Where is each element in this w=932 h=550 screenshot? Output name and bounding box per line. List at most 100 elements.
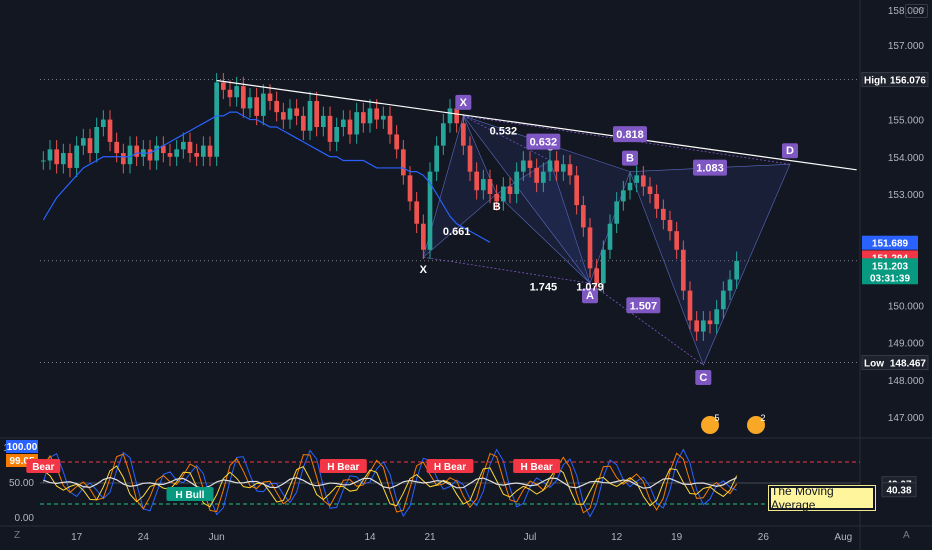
candle-body xyxy=(727,279,733,291)
candle-body xyxy=(354,112,359,135)
pattern-point-label: A xyxy=(586,290,594,302)
candle-body xyxy=(94,127,99,154)
candle-body xyxy=(327,115,333,142)
pattern-point-tag xyxy=(582,288,598,304)
candle-body xyxy=(221,82,226,90)
candle-body xyxy=(387,115,393,135)
ma-price-badge: 151.689 xyxy=(872,239,909,250)
ratio-label: 1.507 xyxy=(630,300,658,312)
candle-body xyxy=(621,190,626,202)
osc-divergence-tag xyxy=(426,459,474,473)
candle-body xyxy=(207,145,213,157)
candle-body xyxy=(74,145,79,168)
candle-body xyxy=(701,320,706,332)
candle-body xyxy=(427,171,433,250)
pattern-point-tag xyxy=(455,94,472,110)
pattern-point-label: X xyxy=(420,264,428,276)
candle-body xyxy=(87,138,93,154)
candle-body xyxy=(107,119,113,142)
pattern-point-tag xyxy=(695,370,712,386)
candle-body xyxy=(47,149,53,161)
candle-body xyxy=(601,249,606,284)
ratio-tag xyxy=(693,159,727,176)
candle-body xyxy=(241,86,246,109)
osc-divergence-label: H Bear xyxy=(434,462,466,473)
pattern1-ac xyxy=(463,115,551,161)
last-price-badge: 151.203 xyxy=(872,261,909,272)
candle-body xyxy=(407,175,413,202)
candle-body xyxy=(67,153,73,168)
candle-body xyxy=(574,175,579,206)
candle-body xyxy=(321,115,326,128)
candle-body xyxy=(734,260,739,280)
candle-body xyxy=(214,82,219,157)
currency-badge[interactable]: JPY xyxy=(905,4,928,18)
ratio-tag xyxy=(626,297,661,314)
candle-body xyxy=(227,89,233,98)
ratio-label: 0.818 xyxy=(616,129,644,141)
candle-body xyxy=(594,268,599,284)
candle-body xyxy=(521,160,526,172)
price-tick-label: 147.000 xyxy=(888,413,925,424)
event-icon-count: 2 xyxy=(760,413,765,423)
candle-body xyxy=(274,100,279,113)
candle-body xyxy=(381,115,386,120)
candle-body xyxy=(627,182,633,191)
candle-body xyxy=(201,145,206,157)
time-tick-label: 14 xyxy=(364,532,376,543)
candle-body xyxy=(447,108,453,124)
candle-body xyxy=(434,145,439,172)
ratio-tag xyxy=(526,133,561,150)
price-tick-label: 150.000 xyxy=(888,302,925,313)
price-tick-label: 155.000 xyxy=(888,116,925,127)
candle-body xyxy=(127,145,133,165)
candle-body xyxy=(467,145,473,172)
auto-scale-button[interactable]: A xyxy=(903,530,910,541)
low-badge-label: Low xyxy=(864,359,884,370)
price-tick-label: 157.000 xyxy=(888,41,925,52)
osc-right-label: 40.38 xyxy=(886,486,911,497)
osc-divergence-label: H Bull xyxy=(176,490,205,501)
price-tick-label: 148.000 xyxy=(888,376,925,387)
candle-body xyxy=(607,223,613,250)
pattern-point-label: X xyxy=(460,97,468,109)
candle-body xyxy=(234,86,239,98)
candle-body xyxy=(114,141,119,154)
candle-body xyxy=(347,119,353,135)
candle-body xyxy=(681,249,686,291)
candle-body xyxy=(374,108,379,120)
candle-body xyxy=(121,153,126,165)
candle-body xyxy=(394,134,399,150)
zoom-icon[interactable]: Z xyxy=(14,530,21,541)
osc-tick-label: 0.00 xyxy=(15,513,35,524)
candle-body xyxy=(61,153,66,165)
candle-body xyxy=(101,119,106,128)
osc-divergence-label: H Bear xyxy=(327,462,359,473)
candle-body xyxy=(414,201,419,224)
osc-right-badge xyxy=(881,482,917,498)
candle-body xyxy=(487,179,493,194)
pattern-point-label: B xyxy=(493,201,501,213)
time-tick-label: 12 xyxy=(611,532,623,543)
event-icon-count: 5 xyxy=(714,413,719,423)
candle-body xyxy=(541,171,546,183)
candle-body xyxy=(647,186,653,194)
time-tick-label: 17 xyxy=(71,532,83,543)
candle-body xyxy=(147,149,153,161)
osc-divergence-tag xyxy=(26,459,61,473)
candle-body xyxy=(641,175,646,187)
high-badge-label: High xyxy=(864,76,886,87)
candle-body xyxy=(314,100,319,128)
candle-body xyxy=(714,309,719,325)
high-badge-value: 156.076 xyxy=(890,76,927,87)
price-tick-label: 153.000 xyxy=(888,190,925,201)
osc-left-label: 100.00 xyxy=(7,442,38,453)
candle-body xyxy=(287,108,293,120)
osc-fast-line xyxy=(42,448,737,518)
candle-body xyxy=(507,186,513,194)
candle-body xyxy=(281,112,286,120)
ratio-label: 0.661 xyxy=(443,226,471,238)
candle-body xyxy=(307,100,313,131)
